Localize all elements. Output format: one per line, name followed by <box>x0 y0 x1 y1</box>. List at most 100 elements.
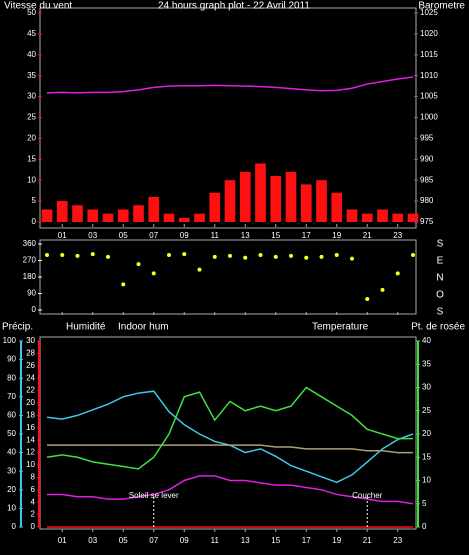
y-tick-label: 40 <box>27 50 36 59</box>
y-tick-label: 60 <box>7 411 16 420</box>
point <box>197 267 202 272</box>
y-tick-label: 360 <box>23 239 37 248</box>
bar <box>56 201 68 222</box>
y-tick-label: 0 <box>32 217 37 226</box>
bar <box>331 192 343 222</box>
y-tick-label: 25 <box>27 113 36 122</box>
y-tick-label: 30 <box>422 383 431 392</box>
bar <box>72 205 83 222</box>
bar <box>270 176 282 222</box>
y-tick-label: 10 <box>7 504 16 513</box>
y-tick-label: 1005 <box>420 92 438 101</box>
point <box>121 282 126 287</box>
x-tick-label: 03 <box>88 231 97 240</box>
y-tick-label: 100 <box>3 336 17 345</box>
y-tick-label: 28 <box>26 349 35 358</box>
point <box>228 253 232 258</box>
point <box>319 254 324 259</box>
point <box>411 253 415 257</box>
y-tick-label: 90 <box>7 355 16 364</box>
point <box>151 271 156 276</box>
point <box>45 253 49 257</box>
y-tick-label: 50 <box>27 8 36 17</box>
x-tick-label: 11 <box>211 231 220 240</box>
y-tick-label: 30 <box>7 466 16 475</box>
y-tick-label: 0 <box>31 522 36 531</box>
y-tick-label: 1025 <box>420 8 438 17</box>
bar <box>209 192 221 222</box>
y-tick-label: 6 <box>31 485 36 494</box>
y-tick-label: 12 <box>26 448 35 457</box>
legend-label: Temperature <box>312 322 369 333</box>
point <box>182 252 187 257</box>
y-tick-label: 10 <box>27 175 36 184</box>
y-tick-label: 20 <box>422 429 431 438</box>
y-tick-label: 5 <box>422 499 427 508</box>
y-tick-label: 8 <box>31 473 36 482</box>
y-tick-label: 975 <box>420 217 434 226</box>
y-tick-label: 270 <box>23 256 37 265</box>
x-tick-label: 13 <box>241 231 250 240</box>
point <box>380 287 385 292</box>
x-tick-label: 01 <box>58 231 67 240</box>
bar <box>377 209 388 222</box>
y-tick-label: 22 <box>26 386 35 395</box>
point <box>350 256 354 261</box>
point <box>90 252 95 257</box>
x-tick-label: 01 <box>58 536 67 545</box>
bar <box>102 213 114 222</box>
point <box>334 253 339 257</box>
chart-title: 24 hours graph plot - 22 Avril 2011 <box>158 1 310 12</box>
y-tick-label: 1010 <box>420 71 438 80</box>
x-tick-label: 21 <box>363 536 372 545</box>
point <box>75 253 80 258</box>
compass-label: E <box>437 256 444 267</box>
point <box>60 253 65 257</box>
y-tick-label: 20 <box>27 134 36 143</box>
frame-direction <box>39 239 417 315</box>
bar <box>239 171 251 222</box>
compass-label: S <box>437 307 444 318</box>
y-tick-label: 80 <box>7 373 16 382</box>
y-tick-label: 10 <box>26 460 35 469</box>
x-tick-label: 05 <box>119 231 128 240</box>
point <box>365 297 370 301</box>
point <box>258 253 263 257</box>
y-tick-label: 14 <box>26 435 35 444</box>
x-tick-label: 17 <box>302 231 311 240</box>
point <box>395 271 400 276</box>
y-tick-label: 990 <box>420 154 434 163</box>
x-tick-label: 05 <box>119 536 128 545</box>
line <box>46 76 414 94</box>
legend-label: Humidité <box>66 322 106 333</box>
y-tick-label: 30 <box>26 336 35 345</box>
bar <box>407 213 419 222</box>
x-tick-label: 15 <box>271 536 280 545</box>
y-tick-label: 25 <box>422 406 431 415</box>
y-tick-label: 0 <box>12 522 17 531</box>
legend-label: Indoor hum <box>118 322 169 333</box>
y-tick-label: 20 <box>26 398 35 407</box>
point <box>289 253 293 258</box>
y-tick-label: 15 <box>422 452 431 461</box>
y-tick-label: 16 <box>26 423 35 432</box>
y-tick-label: 180 <box>23 272 37 281</box>
point <box>212 254 217 259</box>
y-tick-label: 15 <box>27 154 36 163</box>
line <box>46 390 414 484</box>
y-tick-label: 1020 <box>420 29 438 38</box>
x-tick-label: 21 <box>363 231 372 240</box>
x-tick-label: 07 <box>149 231 158 240</box>
point <box>167 253 171 257</box>
x-tick-label: 19 <box>332 536 341 545</box>
y-tick-label: 50 <box>7 429 16 438</box>
y-tick-label: 18 <box>26 411 35 420</box>
bar <box>148 196 160 222</box>
bar <box>346 209 358 222</box>
bar <box>194 213 205 222</box>
bar <box>300 184 312 222</box>
y-tick-label: 980 <box>420 196 434 205</box>
y-tick-label: 24 <box>26 373 35 382</box>
y-tick-label: 2 <box>31 510 36 519</box>
